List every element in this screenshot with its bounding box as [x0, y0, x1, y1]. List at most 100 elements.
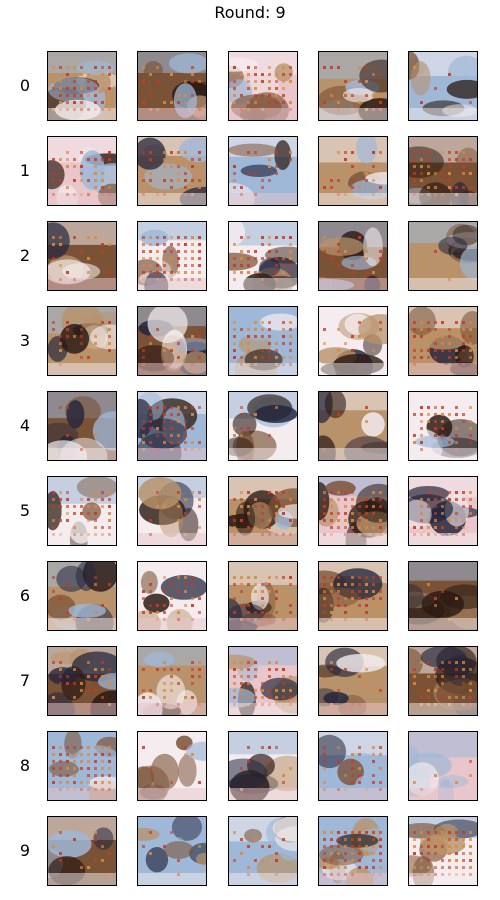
sample-image [408, 646, 478, 716]
sample-image [47, 816, 117, 886]
sample-image-texture [409, 817, 477, 885]
sample-image-texture [138, 562, 206, 630]
sample-image-texture [409, 392, 477, 460]
sample-image-texture [48, 137, 116, 205]
sample-image [47, 561, 117, 631]
sample-image [137, 561, 207, 631]
sample-image [228, 306, 298, 376]
sample-image-texture [319, 137, 387, 205]
sample-image-texture [409, 647, 477, 715]
row-label: 1 [19, 161, 31, 180]
sample-image-texture [319, 52, 387, 120]
sample-image-texture [319, 477, 387, 545]
row-label: 6 [19, 586, 31, 605]
sample-image [408, 51, 478, 121]
sample-image [137, 731, 207, 801]
sample-image [228, 561, 298, 631]
row-label: 8 [19, 756, 31, 775]
sample-image-texture [319, 307, 387, 375]
sample-image [47, 646, 117, 716]
sample-image [137, 391, 207, 461]
row-label: 5 [19, 501, 31, 520]
sample-image [228, 221, 298, 291]
sample-image-texture [48, 52, 116, 120]
sample-image [408, 561, 478, 631]
sample-image-texture [138, 222, 206, 290]
sample-image [228, 816, 298, 886]
sample-image [318, 221, 388, 291]
sample-image-texture [138, 732, 206, 800]
sample-image [47, 391, 117, 461]
row-label: 0 [19, 76, 31, 95]
sample-image [408, 731, 478, 801]
sample-image-texture [48, 732, 116, 800]
sample-image [47, 136, 117, 206]
sample-image-texture [229, 477, 297, 545]
sample-image [137, 646, 207, 716]
sample-image-texture [48, 392, 116, 460]
sample-image [137, 136, 207, 206]
sample-image [47, 306, 117, 376]
sample-image-texture [229, 817, 297, 885]
row-label: 7 [19, 671, 31, 690]
sample-image-texture [48, 222, 116, 290]
sample-image-texture [229, 392, 297, 460]
row-label: 2 [19, 246, 31, 265]
sample-image [47, 51, 117, 121]
sample-image-texture [48, 477, 116, 545]
sample-image-texture [138, 137, 206, 205]
sample-image-texture [319, 562, 387, 630]
sample-image-texture [138, 477, 206, 545]
row-label: 9 [19, 841, 31, 860]
sample-image-texture [138, 817, 206, 885]
sample-image-texture [409, 477, 477, 545]
sample-image-texture [229, 137, 297, 205]
sample-image-texture [48, 562, 116, 630]
sample-image [318, 646, 388, 716]
sample-image [318, 136, 388, 206]
sample-image [408, 221, 478, 291]
sample-image-texture [319, 392, 387, 460]
sample-image [228, 731, 298, 801]
sample-image [228, 646, 298, 716]
sample-image-texture [319, 222, 387, 290]
sample-image [47, 731, 117, 801]
row-label: 3 [19, 331, 31, 350]
sample-image [318, 561, 388, 631]
sample-image-texture [229, 52, 297, 120]
sample-image-texture [409, 562, 477, 630]
sample-image [47, 476, 117, 546]
sample-image [228, 136, 298, 206]
sample-image [318, 476, 388, 546]
sample-image-texture [229, 307, 297, 375]
sample-image-texture [229, 222, 297, 290]
sample-image-texture [409, 222, 477, 290]
sample-image-texture [409, 52, 477, 120]
sample-image [318, 51, 388, 121]
sample-image [137, 476, 207, 546]
sample-image [318, 391, 388, 461]
sample-image-texture [48, 307, 116, 375]
sample-image-texture [319, 732, 387, 800]
sample-image [408, 391, 478, 461]
sample-image-texture [48, 647, 116, 715]
sample-image [408, 816, 478, 886]
sample-image-texture [138, 647, 206, 715]
sample-image [228, 51, 298, 121]
sample-image-texture [229, 562, 297, 630]
sample-image [408, 476, 478, 546]
sample-image-texture [229, 647, 297, 715]
sample-image [408, 306, 478, 376]
sample-image [137, 51, 207, 121]
sample-image-texture [48, 817, 116, 885]
row-label: 4 [19, 416, 31, 435]
sample-image [228, 476, 298, 546]
sample-image [137, 816, 207, 886]
sample-image-texture [138, 307, 206, 375]
sample-image [228, 391, 298, 461]
sample-image-texture [409, 137, 477, 205]
sample-image [408, 136, 478, 206]
sample-image-texture [409, 307, 477, 375]
sample-image-texture [229, 732, 297, 800]
sample-image-texture [409, 732, 477, 800]
